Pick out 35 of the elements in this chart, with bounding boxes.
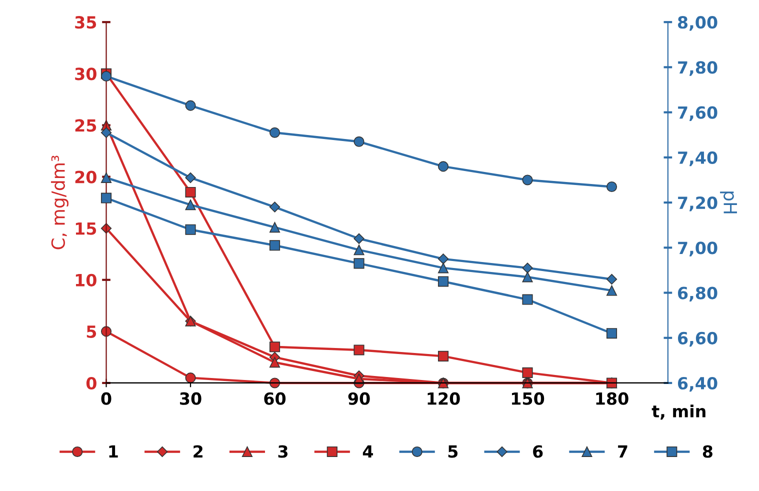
legend-label: 7 [618,445,628,458]
y2-tick-label: 6,60 [678,332,718,347]
y-tick-label: 25 [75,119,96,132]
y-tick-label: 10 [76,274,96,286]
x-tick-label: 90 [348,392,370,405]
y-tick-label: 0 [86,376,96,390]
legend-label: 5 [448,445,458,458]
y-tick-label: 5 [86,326,96,338]
y2-axis-title: pH [720,192,737,214]
x-tick-label: 60 [264,392,286,405]
y2-tick-label: 6,80 [678,286,718,302]
y-tick-label: 15 [76,222,96,235]
x-tick-label: 120 [428,392,460,405]
y-tick-label: 30 [75,68,96,80]
y2-tick-label: 6,40 [678,376,718,392]
y2-tick-label: 7,80 [678,61,718,76]
x-tick-label: 0 [101,392,112,405]
y-tick-label: 20 [75,170,96,184]
x-tick-label: 150 [512,392,544,405]
legend-label: 4 [362,445,373,458]
legend-label: 1 [109,445,118,458]
legend-label: 8 [702,445,712,458]
y-tick-label: 35 [75,16,96,29]
x-tick-label: 30 [180,392,202,405]
y2-tick-label: 7,00 [678,242,718,256]
y-axis-title: C, mg/dm³ [51,156,68,250]
y2-tick-label: 7,40 [678,151,718,166]
x-axis-title: t, min [652,404,706,420]
y2-tick-label: 7,20 [678,196,718,212]
legend-label: 2 [194,445,202,458]
y2-tick-label: 7,60 [678,106,718,122]
y2-tick-label: 8,00 [678,16,718,31]
legend-label: 3 [278,445,288,458]
legend-label: 6 [533,445,543,458]
x-tick-label: 180 [596,392,628,405]
